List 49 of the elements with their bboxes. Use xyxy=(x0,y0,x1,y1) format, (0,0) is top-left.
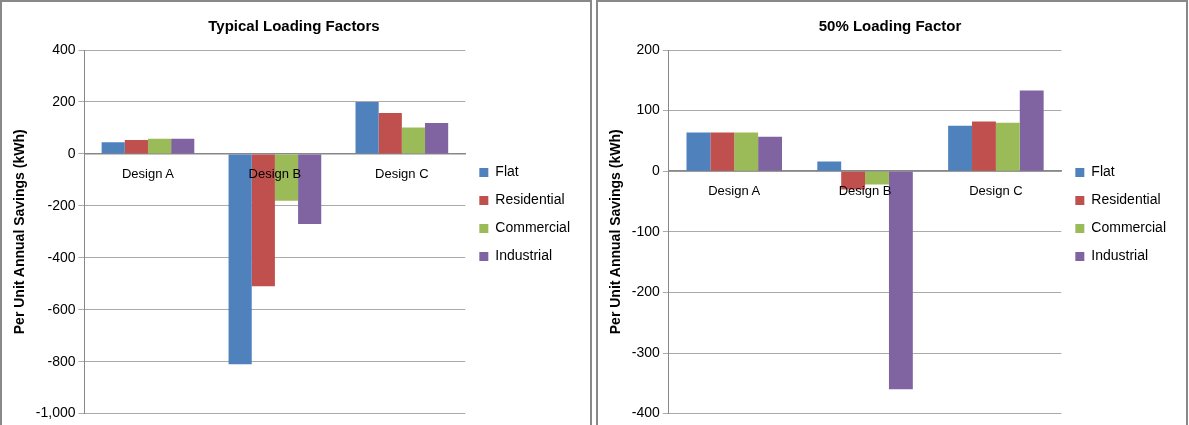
y-tick-label: 0 xyxy=(67,144,76,161)
y-tick-label: -200 xyxy=(631,283,661,300)
bar xyxy=(817,161,842,171)
bar xyxy=(948,125,973,171)
y-tick-label: -200 xyxy=(47,196,76,213)
bar xyxy=(972,121,996,171)
legend-label: Flat xyxy=(495,163,519,180)
chart-title: Typical Loading Factors xyxy=(208,17,380,35)
y-tick-label: 100 xyxy=(636,101,661,118)
y-tick-label: -1,000 xyxy=(35,404,76,421)
y-tick-label: -100 xyxy=(631,222,661,239)
legend-label: Commercial xyxy=(1091,219,1167,236)
bar xyxy=(101,142,125,154)
legend-label: Industrial xyxy=(495,247,553,264)
bar xyxy=(734,132,759,171)
bar xyxy=(378,113,402,154)
bar xyxy=(1019,90,1044,171)
bar xyxy=(865,171,889,185)
y-tick-label: -300 xyxy=(631,343,661,360)
y-tick-label: -600 xyxy=(47,300,76,317)
bar xyxy=(995,122,1020,171)
legend-label: Commercial xyxy=(495,219,571,236)
y-tick-label: -800 xyxy=(47,352,76,369)
y-axis-title: Per Unit Annual Savings (kWh) xyxy=(11,129,28,335)
y-tick-label: 200 xyxy=(52,92,76,109)
y-tick-label: -400 xyxy=(631,404,661,421)
legend-label: Residential xyxy=(495,191,565,208)
x-tick-label: Design C xyxy=(969,183,1023,199)
y-tick-label: 0 xyxy=(652,162,661,179)
x-tick-label: Design A xyxy=(121,165,175,181)
bar xyxy=(147,138,172,154)
bar xyxy=(686,132,711,171)
bar xyxy=(758,136,782,171)
bar xyxy=(124,140,148,154)
x-tick-label: Design C xyxy=(375,165,429,181)
chart-title: 50% Loading Factor xyxy=(818,17,962,35)
bar xyxy=(171,138,195,154)
legend-label: Flat xyxy=(1091,163,1115,180)
bar xyxy=(710,132,735,171)
legend-label: Industrial xyxy=(1091,247,1149,264)
y-tick-label: -400 xyxy=(47,248,76,265)
y-tick-label: 200 xyxy=(636,40,661,57)
x-tick-label: Design A xyxy=(708,183,761,199)
bar xyxy=(401,127,426,154)
y-axis-title: Per Unit Annual Savings (kWh) xyxy=(607,129,624,335)
bar xyxy=(355,101,379,154)
bar xyxy=(425,122,449,154)
legend-label: Residential xyxy=(1091,191,1161,208)
y-tick-label: 400 xyxy=(52,40,76,57)
